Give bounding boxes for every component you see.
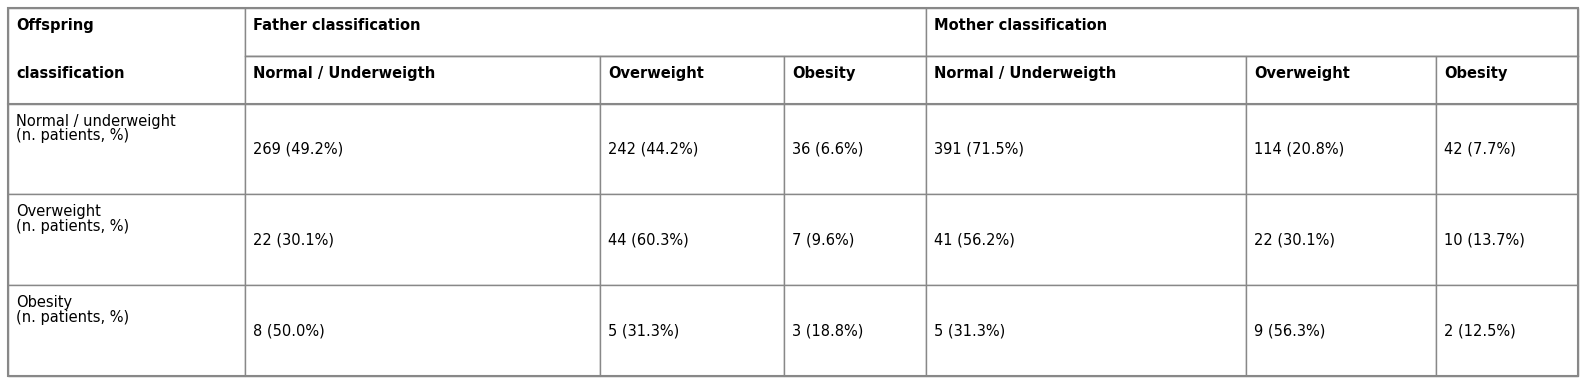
- Text: Overweight: Overweight: [1255, 66, 1350, 81]
- Text: 44 (60.3%): 44 (60.3%): [609, 232, 690, 247]
- Text: (n. patients, %): (n. patients, %): [16, 128, 128, 143]
- Text: 8 (50.0%): 8 (50.0%): [254, 323, 325, 338]
- Text: Obesity: Obesity: [16, 295, 71, 310]
- Bar: [8, 194, 244, 285]
- Text: (n. patients, %): (n. patients, %): [16, 219, 128, 234]
- Bar: [244, 56, 601, 104]
- Bar: [1247, 104, 1435, 194]
- Text: 3 (18.8%): 3 (18.8%): [791, 323, 863, 338]
- Text: (n. patients, %): (n. patients, %): [16, 310, 128, 325]
- Text: 5 (31.3%): 5 (31.3%): [934, 323, 1006, 338]
- Text: 5 (31.3%): 5 (31.3%): [609, 323, 680, 338]
- Bar: [926, 8, 1578, 56]
- Bar: [926, 56, 1247, 104]
- Bar: [783, 285, 926, 376]
- Text: 42 (7.7%): 42 (7.7%): [1443, 141, 1516, 157]
- Bar: [601, 56, 783, 104]
- Text: Obesity: Obesity: [1443, 66, 1507, 81]
- Text: 114 (20.8%): 114 (20.8%): [1255, 141, 1345, 157]
- Text: 22 (30.1%): 22 (30.1%): [1255, 232, 1335, 247]
- Text: 10 (13.7%): 10 (13.7%): [1443, 232, 1524, 247]
- Text: Normal / underweight: Normal / underweight: [16, 114, 176, 129]
- Bar: [1435, 56, 1578, 104]
- Bar: [1247, 56, 1435, 104]
- Text: Overweight: Overweight: [609, 66, 704, 81]
- Text: 36 (6.6%): 36 (6.6%): [791, 141, 863, 157]
- Bar: [601, 104, 783, 194]
- Bar: [601, 285, 783, 376]
- Text: 391 (71.5%): 391 (71.5%): [934, 141, 1025, 157]
- Bar: [601, 194, 783, 285]
- Bar: [244, 8, 926, 56]
- Bar: [244, 104, 601, 194]
- Bar: [8, 104, 244, 194]
- Bar: [244, 194, 601, 285]
- Bar: [1435, 104, 1578, 194]
- Bar: [1247, 285, 1435, 376]
- Text: Normal / Underweigth: Normal / Underweigth: [934, 66, 1117, 81]
- Text: 9 (56.3%): 9 (56.3%): [1255, 323, 1326, 338]
- Bar: [1247, 194, 1435, 285]
- Text: 7 (9.6%): 7 (9.6%): [791, 232, 855, 247]
- Text: Offspring: Offspring: [16, 18, 94, 33]
- Bar: [8, 8, 244, 104]
- Bar: [8, 285, 244, 376]
- Text: Mother classification: Mother classification: [934, 18, 1107, 33]
- Bar: [1435, 194, 1578, 285]
- Bar: [926, 285, 1247, 376]
- Text: 22 (30.1%): 22 (30.1%): [254, 232, 335, 247]
- Text: 242 (44.2%): 242 (44.2%): [609, 141, 699, 157]
- Bar: [244, 285, 601, 376]
- Bar: [1435, 285, 1578, 376]
- Text: 41 (56.2%): 41 (56.2%): [934, 232, 1015, 247]
- Text: Father classification: Father classification: [254, 18, 420, 33]
- Text: 2 (12.5%): 2 (12.5%): [1443, 323, 1516, 338]
- Bar: [926, 104, 1247, 194]
- Bar: [783, 194, 926, 285]
- Bar: [783, 104, 926, 194]
- Bar: [783, 56, 926, 104]
- Text: Normal / Underweigth: Normal / Underweigth: [254, 66, 435, 81]
- Text: Overweight: Overweight: [16, 204, 102, 219]
- Bar: [926, 194, 1247, 285]
- Text: classification: classification: [16, 66, 124, 81]
- Text: Obesity: Obesity: [791, 66, 855, 81]
- Text: 269 (49.2%): 269 (49.2%): [254, 141, 343, 157]
